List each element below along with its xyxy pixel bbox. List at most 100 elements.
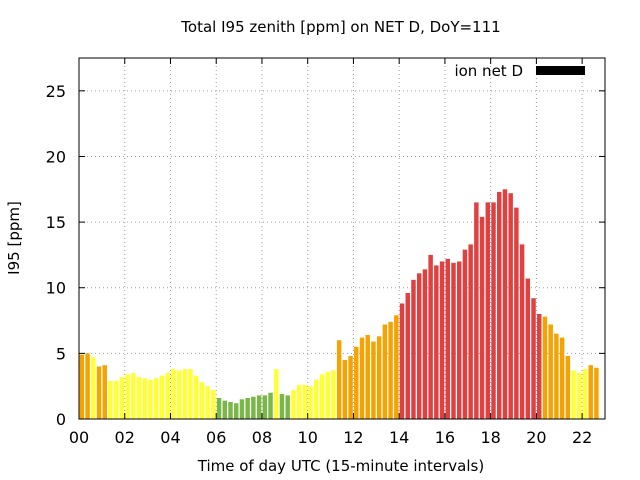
bar <box>211 390 216 419</box>
bars <box>79 189 599 419</box>
bar <box>268 392 273 419</box>
bar <box>188 369 193 419</box>
bar <box>165 373 170 419</box>
bar <box>91 357 96 419</box>
bar <box>148 379 153 419</box>
x-axis-label: Time of day UTC (15-minute intervals) <box>197 457 484 475</box>
bar <box>525 278 531 419</box>
bar <box>319 374 325 419</box>
bar <box>113 380 119 419</box>
bar <box>85 353 90 419</box>
bar <box>262 395 268 419</box>
bar <box>537 313 542 419</box>
y-tick-label: 20 <box>46 147 66 166</box>
tick-labels: 00 02 04 06 08 10 12 14 16 18 20 22 0 5 10 15 20 25 <box>46 82 593 447</box>
x-tick-label: 14 <box>389 428 409 447</box>
bar <box>565 355 571 419</box>
bar <box>302 384 308 419</box>
bar <box>399 303 405 419</box>
legend-label: ion net D <box>454 62 523 80</box>
bar <box>571 370 576 419</box>
bar <box>348 355 353 419</box>
bar <box>96 366 102 419</box>
bar <box>365 334 370 419</box>
bar <box>485 202 491 419</box>
plot-frame <box>78 57 606 420</box>
bar <box>388 321 393 419</box>
bar <box>125 374 130 419</box>
x-tick-label: 10 <box>298 428 318 447</box>
bar <box>462 249 468 419</box>
x-tick-label: 20 <box>526 428 546 447</box>
bar <box>79 354 85 419</box>
x-tick-label: 12 <box>343 428 363 447</box>
bar <box>193 375 199 419</box>
bar <box>594 367 599 419</box>
y-tick-label: 15 <box>46 213 66 232</box>
bar <box>588 365 593 419</box>
bar <box>234 403 239 419</box>
x-tick-label: 08 <box>252 428 272 447</box>
bar <box>531 298 536 419</box>
x-tick-label: 00 <box>69 428 89 447</box>
bar <box>371 341 376 419</box>
bar <box>474 202 479 419</box>
bar <box>245 398 250 419</box>
bar <box>559 337 565 419</box>
bar <box>428 254 433 419</box>
bar <box>119 376 125 419</box>
bar <box>142 378 147 419</box>
y-tick-label: 25 <box>46 82 66 101</box>
bar <box>416 273 422 419</box>
bar <box>502 189 508 419</box>
bar <box>382 324 388 419</box>
bar <box>222 400 228 419</box>
bar <box>131 373 136 419</box>
bar <box>359 337 365 419</box>
x-tick-label: 06 <box>206 428 226 447</box>
x-tick-label: 18 <box>480 428 500 447</box>
bar <box>325 371 330 419</box>
bar <box>405 292 410 419</box>
bar <box>439 261 445 419</box>
bar <box>285 395 290 419</box>
bar <box>274 369 279 419</box>
y-axis-label: I95 [ppm] <box>5 201 23 275</box>
bar <box>411 279 416 419</box>
bar <box>331 370 336 419</box>
bar <box>308 386 313 419</box>
bar <box>182 369 187 419</box>
bar <box>376 336 382 419</box>
y-tick-label: 0 <box>56 410 66 429</box>
bar <box>508 193 513 419</box>
bar <box>296 384 302 419</box>
bar <box>176 370 182 419</box>
bar <box>519 244 525 419</box>
bar <box>542 316 548 419</box>
bar <box>479 216 485 419</box>
bar <box>548 324 553 419</box>
bar <box>239 399 245 419</box>
x-tick-label: 04 <box>160 428 180 447</box>
bar <box>171 369 176 419</box>
x-tick-label: 16 <box>435 428 455 447</box>
bar <box>394 315 399 419</box>
bar <box>354 346 359 419</box>
bar <box>279 394 285 419</box>
bar <box>577 373 582 419</box>
x-tick-label: 02 <box>115 428 135 447</box>
legend: ion net D <box>454 62 585 80</box>
bar <box>153 378 159 419</box>
bar <box>199 382 205 419</box>
bar <box>102 365 107 419</box>
y-tick-label: 10 <box>46 279 66 298</box>
bar <box>434 265 439 419</box>
bar <box>445 258 450 419</box>
bar <box>514 207 519 419</box>
bar <box>228 401 233 419</box>
bar <box>497 191 502 419</box>
bar <box>468 244 473 419</box>
grid <box>79 58 605 419</box>
bar <box>422 269 428 419</box>
